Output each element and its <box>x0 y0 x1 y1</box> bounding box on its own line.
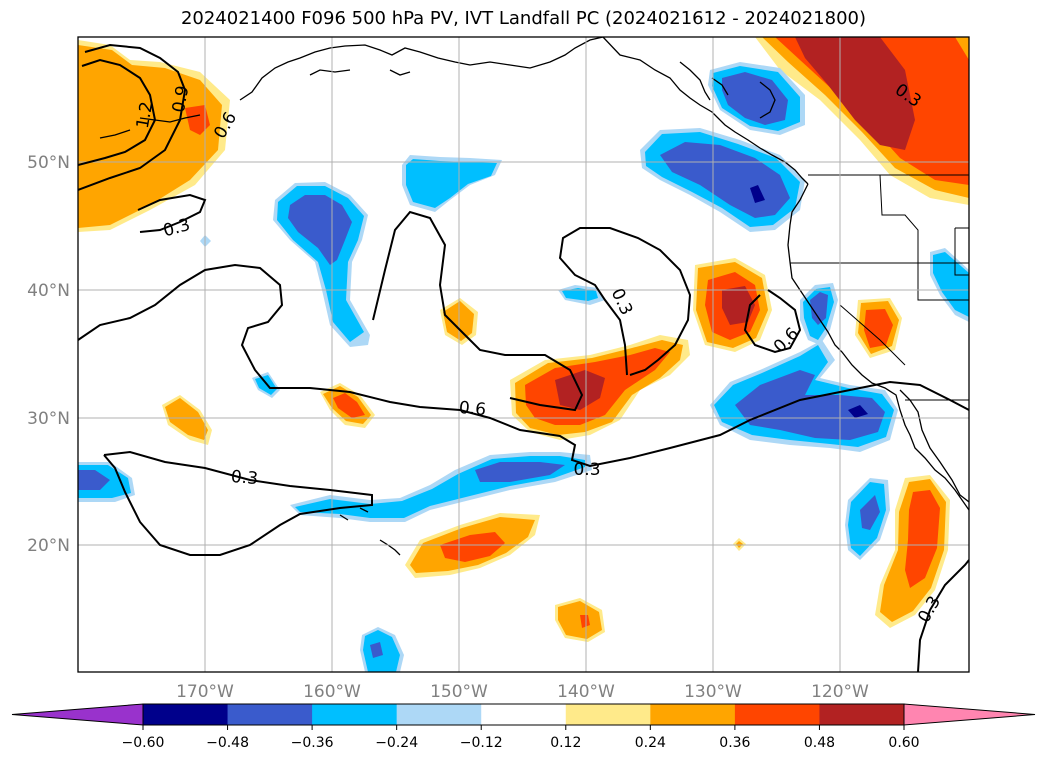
map-content <box>78 37 969 672</box>
colorbar-segment <box>227 704 313 725</box>
lon-label: 130°W <box>684 682 742 702</box>
contour-label: 0.9 <box>169 84 193 114</box>
colorbar-extend-min <box>11 703 144 726</box>
colorbar-segment <box>650 704 736 725</box>
map-frame <box>77 36 970 673</box>
colorbar-frame <box>142 703 905 726</box>
lon-label: 120°W <box>811 682 869 702</box>
latitude-labels: 50°N 40°N 30°N 20°N <box>27 153 70 556</box>
colorbar-tick-label: −0.60 <box>122 735 165 751</box>
colorbar-segment <box>396 704 482 725</box>
colorbar-tick-label: 0.60 <box>888 735 919 751</box>
colorbar-tick-label: 0.24 <box>635 735 666 751</box>
colorbar-tick-label: −0.36 <box>291 735 334 751</box>
colorbar-tick-label: −0.48 <box>206 735 249 751</box>
lat-label: 40°N <box>27 281 70 301</box>
longitude-labels: 170°W 160°W 150°W 140°W 130°W 120°W <box>176 682 869 702</box>
contour-label: 0.3 <box>230 467 259 489</box>
colorbar-tick-label: 0.12 <box>550 735 581 751</box>
lat-label: 20°N <box>27 536 70 556</box>
contour-label: 0.3 <box>573 460 600 480</box>
lon-label: 140°W <box>557 682 615 702</box>
map-title: 2024021400 F096 500 hPa PV, IVT Landfall… <box>180 8 867 29</box>
colorbar-tick-label: −0.24 <box>375 735 418 751</box>
lon-label: 150°W <box>430 682 488 702</box>
colorbar-tick-label: 0.36 <box>719 735 750 751</box>
colorbar-segment <box>819 704 905 725</box>
contour-label: 1.2 <box>133 100 157 130</box>
contour-label: 0.6 <box>458 398 487 420</box>
colorbar-segment <box>312 704 398 725</box>
colorbar-segment <box>734 704 820 725</box>
colorbar-segment <box>143 704 229 725</box>
colorbar-tick-label: −0.12 <box>460 735 503 751</box>
colorbar-segment <box>481 704 567 725</box>
lon-label: 160°W <box>303 682 361 702</box>
gridlines <box>78 37 969 672</box>
lon-label: 170°W <box>176 682 234 702</box>
lat-label: 50°N <box>27 153 70 173</box>
ivt-contours <box>78 43 969 672</box>
coastlines <box>99 37 969 556</box>
colorbar: −0.60 −0.48 −0.36 −0.24 −0.12 0.12 0.24 0.36 0.4… <box>11 703 1036 751</box>
lat-label: 30°N <box>27 409 70 429</box>
colorbar-tick-label: 0.48 <box>804 735 835 751</box>
colorbar-extend-max <box>903 703 1036 726</box>
colorbar-segment <box>565 704 651 725</box>
